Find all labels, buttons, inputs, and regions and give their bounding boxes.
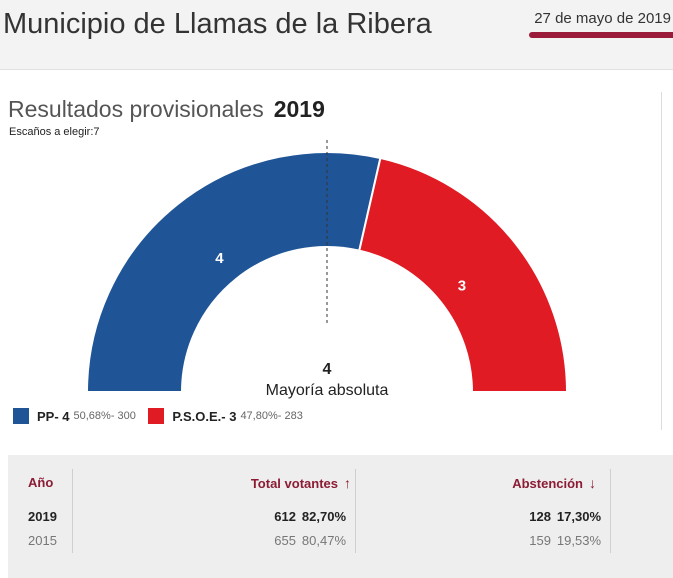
chart-legend: PP- 4 50,68%- 300 P.S.O.E.- 3 47,80%- 28… [13,408,311,428]
majority-value: 4 [323,361,332,378]
results-heading: Resultados provisionales 2019 [8,96,325,123]
legend-party-psoe: P.S.O.E.- 3 [172,408,237,424]
header-abstention[interactable]: Abstención ↓ [512,475,596,491]
seat-count-label: 4 [215,250,224,267]
seats-to-elect: Escaños a elegir:7 [9,126,100,138]
hemicycle-arc-pp[interactable] [85,151,382,393]
legend-swatch-psoe [148,408,165,424]
row-2015-year: 2015 [28,533,57,548]
results-year: 2019 [273,96,325,122]
legend-party-pp: PP- 4 [37,408,70,424]
legend-meta-psoe: 47,80%- 283 [240,410,303,422]
row-2019-total-votes: 612 [274,509,296,524]
column-divider [610,469,611,553]
header-total-label: Total votantes [250,476,338,491]
seat-hemicycle-chart: 43 4 Mayoría absoluta [85,140,569,399]
header-year[interactable]: Año [28,475,54,490]
legend-item-psoe: P.S.O.E.- 3 47,80%- 283 [148,408,303,424]
date-underline [529,32,673,38]
row-2015-abst-votes: 159 [529,533,551,548]
row-2019-abst-pct: 17,30% [556,509,601,524]
hemicycle-seat-labels: 43 [215,250,466,294]
arrow-down-icon: ↓ [589,475,596,491]
header-total-voters[interactable]: Total votantes ↑ [251,475,351,491]
turnout-table: Año Total votantes ↑ Abstención ↓ 2019 612… [8,455,673,578]
column-divider [355,469,356,553]
legend-meta-pp: 50,68%- 300 [73,410,136,422]
header-abstention-label: Abstención [512,476,583,491]
hemicycle-arc-psoe[interactable] [358,156,569,393]
municipality-title: Municipio de Llamas de la Ribera [3,8,432,40]
row-2019-total-pct: 82,70% [301,509,346,524]
majority-label: Mayoría absoluta [266,382,389,399]
row-2015-total-votes: 655 [274,533,296,548]
legend-item-pp: PP- 4 50,68%- 300 [13,408,136,424]
hemicycle-arcs [85,151,569,393]
results-label: Resultados provisionales [8,96,264,122]
panel-divider [661,92,662,430]
row-2019-abst-votes: 128 [529,509,551,524]
row-2015-total-pct: 80,47% [301,533,346,548]
row-2019-year: 2019 [28,509,57,524]
page-header: Municipio de Llamas de la Ribera 27 de m… [0,0,673,70]
arrow-up-icon: ↑ [344,475,351,491]
election-date: 27 de mayo de 2019 [529,10,673,38]
column-divider [72,469,73,553]
election-date-text: 27 de mayo de 2019 [534,10,671,27]
row-2015-abst-pct: 19,53% [556,533,601,548]
legend-swatch-pp [13,408,29,424]
seat-count-label: 3 [458,277,466,294]
